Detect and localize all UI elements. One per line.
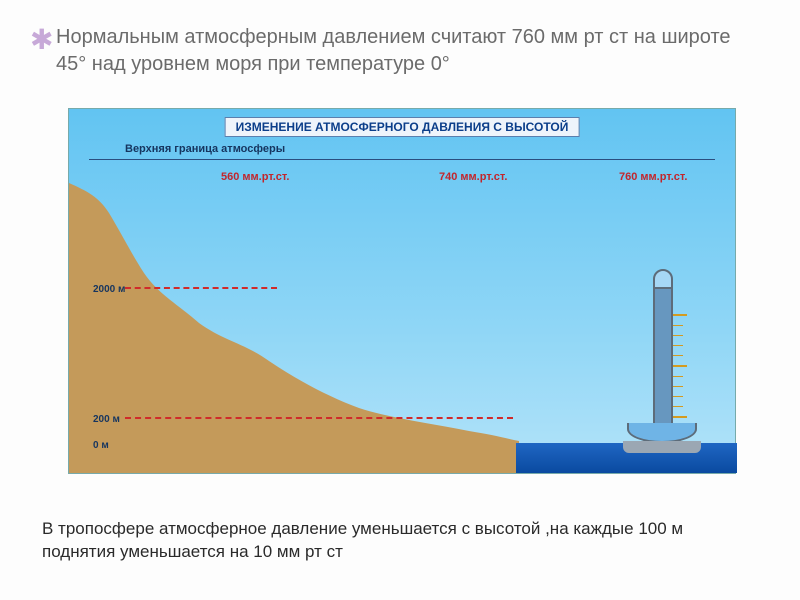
pressure-label-740: 740 мм.рт.ст. <box>439 171 507 183</box>
barometer-icon <box>623 265 701 453</box>
yaxis-0: 0 м <box>93 440 109 451</box>
pressure-label-760: 760 мм.рт.ст. <box>619 171 687 183</box>
chart-title: ИЗМЕНЕНИЕ АТМОСФЕРНОГО ДАВЛЕНИЯ С ВЫСОТО… <box>225 117 580 137</box>
footer-text: В тропосфере атмосферное давление уменьш… <box>42 518 760 564</box>
atmosphere-boundary-label: Верхняя граница атмосферы <box>125 143 285 155</box>
yaxis-2000: 2000 м <box>93 284 125 295</box>
barometer-bowl <box>627 423 697 443</box>
barometer-scale <box>673 314 685 427</box>
slide-header: ✱ Нормальным атмосферным давлением счита… <box>56 24 760 78</box>
barometer-tube-top <box>653 269 673 289</box>
dashline-2000m <box>125 287 277 289</box>
barometer-tube <box>653 279 673 429</box>
header-text: Нормальным атмосферным давлением считают… <box>56 26 731 75</box>
dashline-200m <box>125 417 513 419</box>
bullet-icon: ✱ <box>30 26 53 54</box>
atmosphere-boundary-line <box>89 159 715 160</box>
yaxis-200: 200 м <box>93 414 120 425</box>
pressure-diagram: ИЗМЕНЕНИЕ АТМОСФЕРНОГО ДАВЛЕНИЯ С ВЫСОТО… <box>68 108 736 474</box>
mountain-shape <box>69 183 519 473</box>
pressure-label-560: 560 мм.рт.ст. <box>221 171 289 183</box>
barometer-platform <box>623 441 701 453</box>
